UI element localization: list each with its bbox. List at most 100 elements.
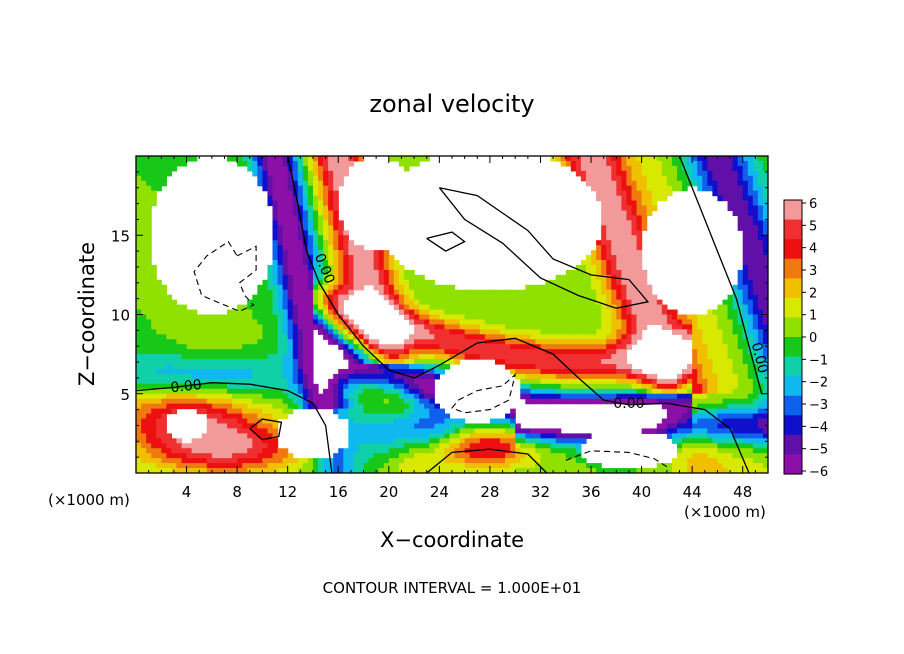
field-cell (727, 443, 734, 449)
field-cell (307, 304, 314, 311)
field-cell (237, 423, 243, 430)
field-cell (661, 156, 668, 162)
field-cell (722, 329, 729, 335)
field-cell (414, 324, 420, 330)
field-cell (191, 344, 198, 350)
field-cell (409, 378, 415, 385)
field-cell (570, 373, 577, 380)
field-cell (171, 324, 178, 330)
field-cell (206, 314, 213, 321)
field-cell (136, 255, 142, 261)
field-cell (606, 383, 612, 390)
field-cell (393, 458, 400, 464)
field-cell (196, 319, 203, 325)
field-cell (520, 319, 526, 325)
field-cell (419, 304, 425, 311)
field-cell (398, 453, 405, 459)
field-cell (312, 264, 319, 271)
field-cell (307, 240, 314, 246)
field-cell (247, 453, 253, 459)
field-cell (601, 388, 607, 395)
field-cell (363, 388, 370, 395)
field-cell (621, 274, 628, 281)
field-cell (631, 220, 638, 226)
field-cell (378, 344, 385, 350)
field-cell (348, 245, 355, 251)
field-cell (338, 180, 344, 187)
field-cell (363, 413, 370, 420)
field-cell (242, 453, 248, 459)
field-cell (676, 413, 683, 420)
field-cell (237, 304, 243, 311)
field-cell (312, 175, 319, 182)
field-cell (737, 408, 744, 415)
field-cell (414, 339, 420, 345)
field-cell (156, 294, 162, 301)
field-cell (242, 324, 248, 330)
field-cell (707, 388, 713, 395)
field-cell (363, 468, 370, 473)
field-cell (383, 378, 390, 385)
field-cell (181, 364, 188, 370)
field-cell (237, 398, 243, 405)
field-cell (666, 403, 673, 410)
field-cell (146, 190, 152, 197)
field-cell (752, 220, 759, 226)
field-cell (591, 329, 597, 335)
field-cell (237, 378, 243, 385)
field-cell (732, 443, 739, 449)
field-cell (434, 304, 440, 311)
field-cell (388, 349, 395, 355)
field-cell (292, 373, 299, 380)
field-cell (156, 160, 162, 167)
field-cell (580, 319, 587, 325)
field-cell (722, 373, 729, 380)
field-cell (464, 289, 471, 296)
field-cell (287, 463, 294, 469)
field-cell (201, 463, 208, 469)
field-cell (732, 205, 739, 212)
field-cell (520, 388, 526, 395)
field-cell (267, 364, 274, 370)
field-cell (151, 264, 157, 271)
field-cell (272, 428, 279, 434)
field-cell (591, 319, 597, 325)
field-cell (732, 378, 739, 385)
field-cell (454, 453, 461, 459)
field-cell (646, 160, 653, 167)
field-cell (510, 324, 516, 330)
field-cell (530, 349, 537, 355)
field-cell (186, 403, 193, 410)
field-cell (752, 304, 759, 311)
field-cell (631, 250, 638, 256)
field-cell (409, 299, 415, 306)
field-cell (575, 264, 582, 271)
field-cell (156, 458, 162, 464)
field-cell (348, 319, 355, 325)
field-cell (307, 339, 314, 345)
field-cell (505, 319, 511, 325)
field-cell (646, 200, 653, 207)
field-cell (687, 448, 693, 454)
field-cell (520, 453, 526, 459)
field-cell (287, 378, 294, 385)
field-cell (601, 185, 607, 192)
field-cell (323, 230, 329, 236)
field-cell (201, 458, 208, 464)
field-cell (591, 250, 597, 256)
field-cell (136, 339, 142, 345)
field-cell (656, 190, 663, 197)
field-cell (302, 260, 309, 266)
field-cell (601, 245, 607, 251)
field-cell (318, 458, 324, 464)
field-cell (601, 299, 607, 306)
field-cell (636, 195, 643, 202)
field-cell (439, 334, 446, 340)
field-cell (697, 314, 703, 321)
field-cell (267, 299, 274, 306)
field-cell (742, 230, 749, 236)
field-cell (206, 334, 213, 340)
field-cell (762, 408, 768, 415)
field-cell (419, 279, 425, 286)
field-cell (287, 398, 294, 405)
